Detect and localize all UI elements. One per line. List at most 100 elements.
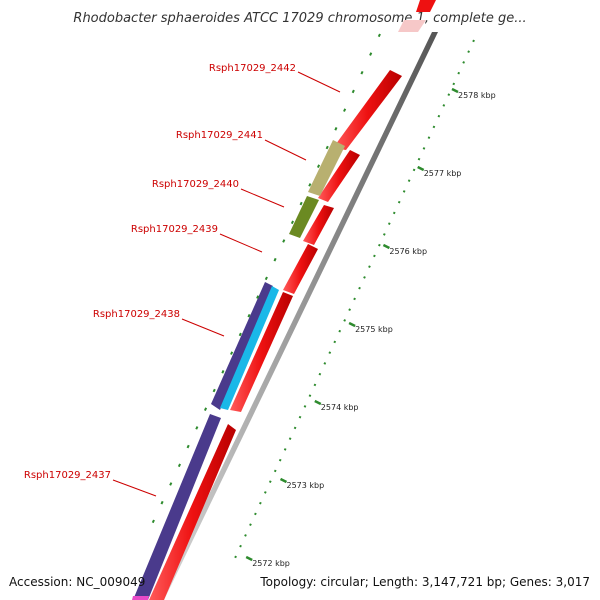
feature-top-arrow[interactable] xyxy=(416,0,436,12)
guide-dot xyxy=(254,512,257,516)
guide-dot xyxy=(313,383,317,387)
guide-dot xyxy=(283,448,287,451)
guide-dot xyxy=(244,534,247,537)
guide-dot xyxy=(422,147,426,150)
reverse-cds-cyan[interactable] xyxy=(220,286,279,410)
gene-label[interactable]: Rsph17029_2440 xyxy=(152,179,239,190)
guide-dot xyxy=(151,519,155,524)
kbp-tick-mark xyxy=(451,87,459,94)
guide-dot xyxy=(407,179,411,182)
kbp-tick-label: 2575 kbp xyxy=(355,325,393,334)
guide-dot xyxy=(432,125,436,129)
guide-dot xyxy=(402,190,406,193)
guide-dot xyxy=(282,239,286,243)
guide-dot xyxy=(169,482,173,486)
guide-dot xyxy=(457,71,461,75)
gene-rsph17029-2438-feature[interactable] xyxy=(230,292,293,412)
gene-label-leader xyxy=(297,71,341,93)
guide-dot xyxy=(378,243,381,247)
guide-dot xyxy=(299,201,303,206)
gene-label[interactable]: Rsph17029_2438 xyxy=(93,309,180,320)
guide-dot xyxy=(377,33,381,38)
kbp-tick-mark xyxy=(279,477,288,484)
guide-dot xyxy=(353,297,356,301)
guide-dot xyxy=(462,61,465,64)
guide-dot xyxy=(351,89,355,94)
gene-rsph17029-2442-feature[interactable] xyxy=(333,70,402,150)
guide-dot xyxy=(442,104,446,107)
gene-label-leader xyxy=(240,188,285,208)
accession-text: Accession: NC_009049 xyxy=(9,575,145,589)
gene-olive-feature[interactable] xyxy=(289,196,319,238)
kbp-tick-mark xyxy=(314,399,322,406)
guide-dot xyxy=(323,362,327,365)
gene-rsph17029-2441-feature[interactable] xyxy=(318,150,360,202)
map-title: Rhodobacter sphaeroides ATCC 17029 chrom… xyxy=(73,11,526,26)
guide-dot xyxy=(230,351,234,355)
feature-bottom-magenta[interactable] xyxy=(132,596,149,600)
gene-labels: Rsph17029_2442 Rsph17029_2441 Rsph17029_24… xyxy=(24,63,341,497)
guide-dot xyxy=(452,82,456,86)
guide-dot xyxy=(467,50,470,53)
kbp-tick-label: 2577 kbp xyxy=(424,169,462,178)
guide-dot xyxy=(360,70,364,75)
kbp-tick-mark xyxy=(382,243,390,250)
kbp-tick-label: 2578 kbp xyxy=(458,91,496,100)
gene-label-leader xyxy=(219,233,263,253)
gene-rsph17029-2437-feature[interactable] xyxy=(149,424,236,600)
kbp-tick-label: 2574 kbp xyxy=(321,403,359,412)
kbp-tick-label: 2576 kbp xyxy=(389,247,427,256)
gene-label-leader xyxy=(181,318,225,337)
gene-label-leader xyxy=(264,139,307,161)
guide-dot xyxy=(387,222,391,225)
guide-dot xyxy=(308,394,312,397)
kbp-tick-label: 2572 kbp xyxy=(252,559,290,568)
gene-rsph17029-2440-feature[interactable] xyxy=(303,205,334,245)
guide-dot xyxy=(195,426,199,430)
guide-dot xyxy=(333,340,337,344)
chromosome-backbone xyxy=(158,32,438,600)
inner-guide-dots xyxy=(151,33,381,524)
guide-dot xyxy=(160,500,164,505)
guide-dot xyxy=(334,127,338,131)
guide-dot xyxy=(234,555,237,559)
guide-dot xyxy=(177,463,181,468)
guide-dot xyxy=(221,370,225,374)
guide-dot xyxy=(238,332,242,337)
guide-dot xyxy=(247,313,251,318)
guide-dot xyxy=(273,469,277,473)
gene-label-leader xyxy=(112,479,157,497)
reverse-cds-dark-1[interactable] xyxy=(211,282,273,410)
gene-rsph17029-2439-feature[interactable] xyxy=(283,244,318,294)
guide-dot xyxy=(412,168,416,172)
gene-label[interactable]: Rsph17029_2441 xyxy=(176,130,263,141)
guide-dot xyxy=(338,329,342,333)
kbp-tick-mark xyxy=(417,165,425,172)
guide-dot xyxy=(368,265,371,268)
gene-label[interactable]: Rsph17029_2439 xyxy=(131,224,218,235)
guide-dot xyxy=(203,407,208,411)
guide-dot xyxy=(212,388,216,393)
guide-dot xyxy=(239,544,242,548)
guide-dot xyxy=(256,295,260,299)
gene-khaki-feature[interactable] xyxy=(308,140,345,196)
guide-dot xyxy=(264,491,267,494)
kbp-tick-mark xyxy=(245,555,253,562)
guide-dot xyxy=(447,93,451,96)
guide-dot xyxy=(437,114,441,118)
feature-top-cap[interactable] xyxy=(398,20,426,32)
guide-dot xyxy=(316,164,321,168)
reverse-cds-dark-2[interactable] xyxy=(133,414,221,600)
guide-dot xyxy=(290,220,294,225)
guide-dot xyxy=(186,444,190,449)
guide-dot xyxy=(303,405,307,408)
guide-dot xyxy=(268,480,272,483)
guide-dot xyxy=(308,183,312,187)
gene-label[interactable]: Rsph17029_2437 xyxy=(24,470,111,481)
guide-dot xyxy=(249,523,252,526)
gene-label[interactable]: Rsph17029_2442 xyxy=(209,63,296,74)
guide-dot xyxy=(427,136,431,139)
guide-dot xyxy=(288,437,292,440)
guide-dot xyxy=(264,276,268,281)
